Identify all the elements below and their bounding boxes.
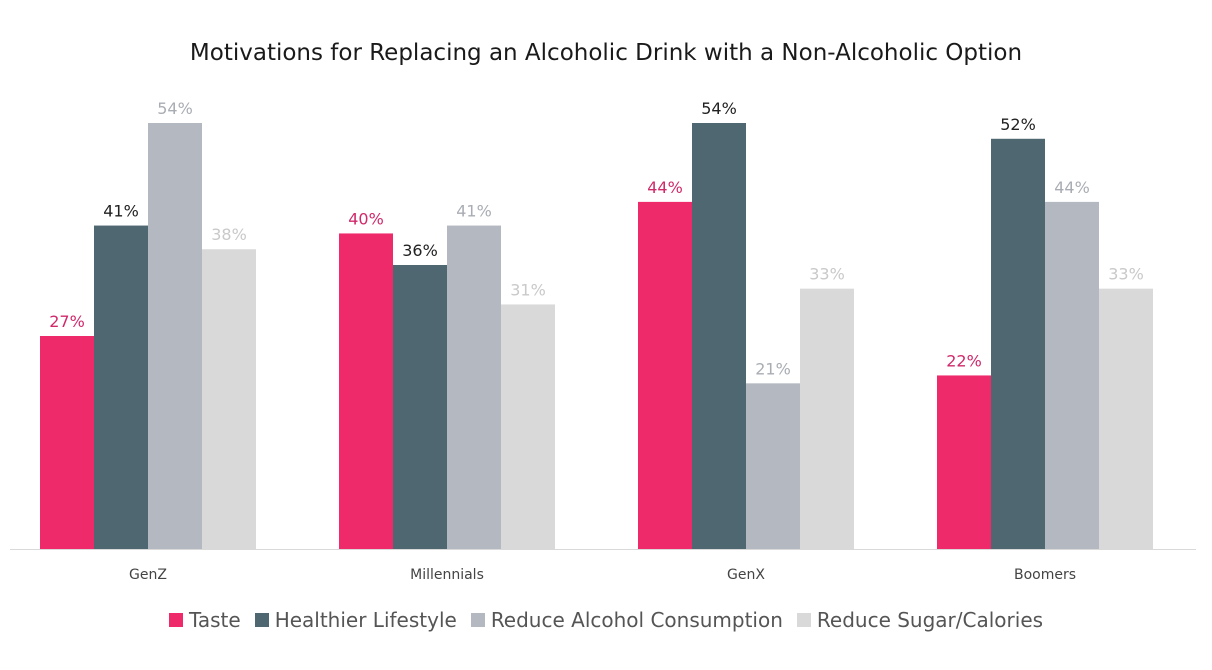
bar-genz-reduce-sugar-calories bbox=[202, 249, 256, 549]
legend-label-reduce-alcohol: Reduce Alcohol Consumption bbox=[490, 608, 783, 632]
bar-millennials-taste bbox=[339, 233, 393, 549]
bar-genz-taste bbox=[40, 336, 94, 549]
data-label-genx-taste: 44% bbox=[647, 178, 683, 197]
legend-label-reduce-sugar: Reduce Sugar/Calories bbox=[816, 608, 1044, 632]
data-label-boomers-reduce-alcohol-consumption: 44% bbox=[1054, 178, 1090, 197]
chart-title: Motivations for Replacing an Alcoholic D… bbox=[189, 40, 1023, 66]
bar-chart: 27% 41% 54% 38% GenZ 40% 36% 41% 31% Millennials 4… bbox=[10, 99, 1196, 583]
bar-millennials-reduce-alcohol-consumption bbox=[447, 225, 501, 550]
bar-millennials-reduce-sugar-calories bbox=[501, 304, 555, 549]
legend-item-healthier-lifestyle: Healthier Lifestyle bbox=[254, 608, 457, 632]
bar-boomers-reduce-sugar-calories bbox=[1099, 288, 1153, 549]
x-tick-label-millennials: Millennials bbox=[410, 567, 484, 583]
bar-boomers-healthier-lifestyle bbox=[991, 138, 1045, 549]
legend-item-reduce-alcohol: Reduce Alcohol Consumption bbox=[470, 608, 783, 632]
bar-genz-healthier-lifestyle bbox=[94, 225, 148, 550]
data-label-boomers-taste: 22% bbox=[946, 351, 982, 370]
bar-genz-reduce-alcohol-consumption bbox=[148, 123, 202, 549]
bar-genx-reduce-alcohol-consumption bbox=[746, 383, 800, 549]
legend-swatch-healthier-lifestyle bbox=[254, 613, 269, 627]
legend-swatch-taste bbox=[168, 613, 183, 627]
x-tick-label-genx: GenX bbox=[727, 567, 765, 583]
data-label-genz-reduce-sugar-calories: 38% bbox=[211, 225, 247, 244]
bar-boomers-taste bbox=[937, 375, 991, 549]
data-label-millennials-healthier-lifestyle: 36% bbox=[402, 241, 438, 260]
data-label-genx-reduce-sugar-calories: 33% bbox=[809, 265, 845, 284]
bar-genx-healthier-lifestyle bbox=[692, 123, 746, 549]
bar-millennials-healthier-lifestyle bbox=[393, 265, 447, 549]
data-label-genz-taste: 27% bbox=[49, 312, 85, 331]
legend-label-healthier-lifestyle: Healthier Lifestyle bbox=[274, 608, 457, 632]
data-label-genx-healthier-lifestyle: 54% bbox=[701, 99, 737, 118]
legend-swatch-reduce-alcohol bbox=[470, 613, 485, 627]
data-label-millennials-reduce-alcohol-consumption: 41% bbox=[456, 202, 492, 221]
data-label-genx-reduce-alcohol-consumption: 21% bbox=[755, 359, 791, 378]
chart-legend: Taste Healthier Lifestyle Reduce Alcohol… bbox=[0, 608, 1212, 632]
legend-item-taste: Taste bbox=[168, 608, 241, 632]
bar-genx-reduce-sugar-calories bbox=[800, 288, 854, 549]
data-label-millennials-reduce-sugar-calories: 31% bbox=[510, 280, 546, 299]
bar-boomers-reduce-alcohol-consumption bbox=[1045, 201, 1099, 549]
data-label-millennials-taste: 40% bbox=[348, 209, 384, 228]
legend-item-reduce-sugar: Reduce Sugar/Calories bbox=[796, 608, 1044, 632]
x-tick-label-boomers: Boomers bbox=[1014, 567, 1076, 583]
legend-swatch-reduce-sugar bbox=[796, 613, 811, 627]
legend-label-taste: Taste bbox=[188, 608, 241, 632]
data-label-genz-reduce-alcohol-consumption: 54% bbox=[157, 99, 193, 118]
data-label-boomers-healthier-lifestyle: 52% bbox=[1000, 115, 1036, 134]
bar-genx-taste bbox=[638, 201, 692, 549]
data-label-boomers-reduce-sugar-calories: 33% bbox=[1108, 265, 1144, 284]
data-label-genz-healthier-lifestyle: 41% bbox=[103, 202, 139, 221]
x-tick-label-genz: GenZ bbox=[129, 567, 167, 583]
